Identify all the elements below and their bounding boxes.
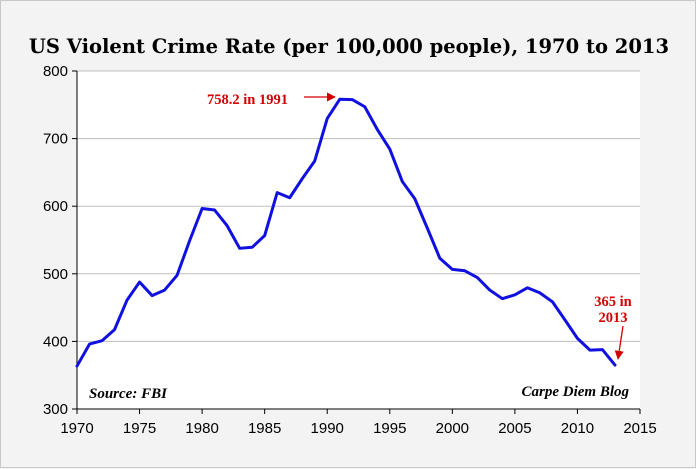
y-tick-label: 500 [43,266,68,283]
y-tick-label: 800 [43,63,68,80]
data-point [163,288,166,292]
data-point [576,337,579,340]
data-point [250,246,254,249]
data-point [601,348,604,351]
x-tick-label: 2010 [561,420,594,437]
data-point [338,98,341,101]
data-point [451,268,454,271]
data-point [501,297,504,300]
credit-note: Carpe Diem Blog [522,384,630,400]
data-point [238,247,241,250]
chart-title: US Violent Crime Rate (per 100,000 peopl… [29,35,669,58]
y-tick-label: 300 [43,401,68,418]
x-tick-label: 1970 [60,420,93,437]
data-point [551,300,554,303]
axes [72,70,641,414]
data-point [175,274,179,277]
data-point [225,224,229,227]
tick-labels: 300 400 500 600 700 800 1970 1975 1980 1985 1990 19… [43,63,657,437]
latest-annotation-line2: 2013 [599,310,628,326]
data-point [588,348,592,352]
data-point [463,269,467,272]
data-point [613,363,617,367]
data-point [426,226,429,230]
series-line [75,97,617,368]
data-point [513,293,517,296]
data-point [301,177,304,180]
data-point [326,117,329,120]
data-point [351,98,354,101]
data-point [413,197,416,200]
data-point [388,147,391,151]
y-tick-label: 600 [43,198,68,215]
x-tick-label: 2000 [436,420,469,437]
data-point [188,239,191,242]
source-note: Source: FBI [89,386,168,402]
data-point [488,288,492,292]
gridlines [77,70,640,342]
data-point [376,128,379,131]
data-point [125,298,129,302]
latest-annotation-arrow [614,325,624,360]
data-point [288,196,291,199]
x-tick-label: 1995 [373,420,406,437]
data-point [313,159,316,163]
latest-annotation-line1: 365 in [594,294,631,310]
data-point [113,328,116,331]
data-point [275,191,279,194]
plot-area [77,71,640,409]
x-tick-label: 2015 [623,420,656,437]
data-point [75,364,79,368]
y-tick-label: 700 [43,131,68,148]
peak-annotation: 758.2 in 1991 [207,92,288,108]
data-point [438,257,442,260]
data-point [100,339,104,342]
x-tick-label: 2005 [498,420,531,437]
data-point [213,208,216,212]
data-point [88,342,91,346]
x-tick-label: 1980 [185,420,218,437]
data-point [363,105,366,108]
data-point [263,234,266,237]
data-point [563,318,567,322]
data-point [401,180,404,183]
x-tick-label: 1990 [311,420,344,437]
x-tick-label: 1975 [123,420,156,437]
data-point [200,207,204,210]
data-point [526,286,529,289]
data-point [476,276,479,279]
series-layer [75,97,617,368]
y-tick-label: 400 [43,333,68,350]
data-point [138,280,141,284]
x-tick-label: 1985 [248,420,281,437]
data-point [150,294,154,297]
data-point [538,291,542,295]
